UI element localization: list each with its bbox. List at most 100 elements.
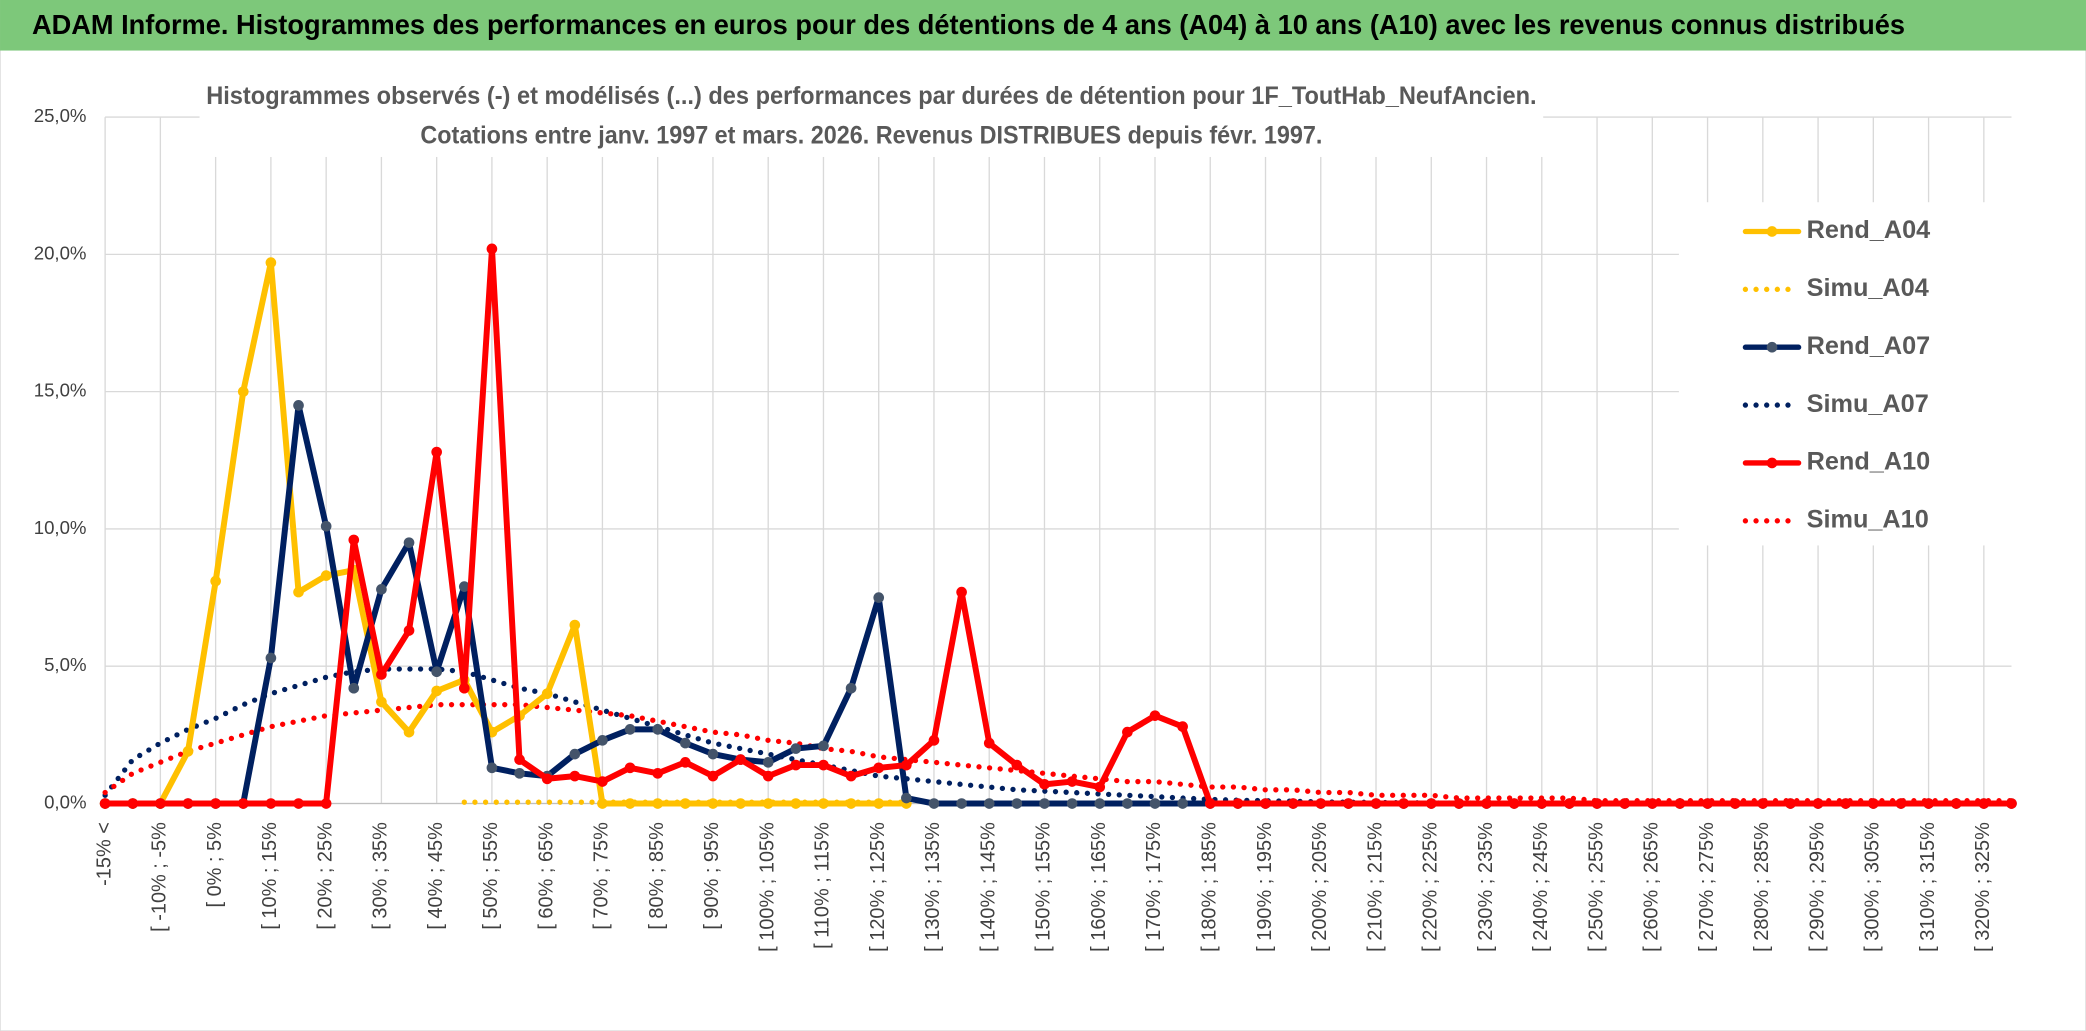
legend-label: Simu_A04 [1807, 274, 1929, 302]
subtitle: Histogrammes observés (-) et modélisés (… [206, 82, 1536, 110]
data-point [901, 792, 912, 804]
legend-label: Rend_A07 [1807, 332, 1931, 360]
legend-label: Rend_A04 [1807, 216, 1931, 244]
x-tick-label: [ 110% ; 115% [812, 822, 834, 949]
data-point [1591, 798, 1603, 809]
data-point [956, 798, 967, 809]
data-point [1011, 759, 1023, 771]
data-point [1868, 798, 1879, 809]
x-tick-label: [ 130% ; 135% [922, 822, 944, 952]
y-tick-label: 5,0% [44, 654, 86, 675]
x-tick-label: [ 280% ; 285% [1751, 822, 1773, 952]
data-point [1508, 798, 1520, 809]
x-tick-label: [ 190% ; 195% [1254, 822, 1276, 952]
data-point [569, 770, 581, 782]
data-point [237, 798, 249, 809]
x-tick-label: [ 70% ; 75% [591, 822, 613, 930]
x-tick-label: [ 180% ; 185% [1199, 822, 1221, 952]
x-tick-label: [ 260% ; 265% [1641, 822, 1663, 952]
data-point [679, 757, 691, 768]
data-point [1122, 726, 1133, 738]
data-point [928, 735, 940, 746]
title-bar [0, 0, 2086, 51]
data-point [956, 586, 967, 598]
data-point [735, 798, 746, 809]
x-tick-label: [ 20% ; 25% [314, 822, 336, 930]
data-point [845, 770, 857, 782]
data-point [873, 762, 885, 774]
data-point [514, 754, 525, 765]
data-point [652, 767, 664, 779]
data-point [1564, 798, 1575, 809]
data-point [1702, 798, 1713, 809]
data-point [431, 666, 442, 678]
x-tick-label: [ 10% ; 15% [259, 822, 281, 930]
data-point [1978, 798, 1990, 809]
data-point [707, 770, 719, 782]
y-tick-label: 25,0% [34, 105, 87, 126]
x-tick-label: [ 150% ; 155% [1033, 822, 1055, 952]
data-point [1619, 798, 1630, 809]
data-point [210, 575, 221, 587]
data-point [486, 762, 498, 774]
data-point [320, 570, 332, 581]
data-point [458, 581, 470, 592]
data-point [320, 520, 332, 532]
data-point [1232, 798, 1244, 809]
x-tick-label: [ 90% ; 95% [701, 822, 723, 930]
data-point [403, 625, 415, 636]
data-point [873, 592, 885, 603]
x-tick-label: [ 320% ; 325% [1972, 822, 1994, 952]
data-point [1094, 781, 1106, 793]
data-point [1481, 798, 1492, 809]
data-point [790, 759, 802, 771]
data-point [1757, 798, 1769, 809]
y-tick-label: 15,0% [34, 380, 87, 401]
x-tick-label: [ 120% ; 125% [867, 822, 889, 952]
data-point [1398, 798, 1409, 809]
x-tick-label: [ 80% ; 85% [646, 822, 668, 930]
data-point [1011, 798, 1023, 809]
data-point [1204, 798, 1216, 809]
data-point [210, 798, 221, 809]
data-point [431, 446, 442, 458]
x-tick-label: [ 240% ; 245% [1530, 822, 1552, 952]
data-point [624, 798, 636, 809]
y-tick-label: 20,0% [34, 242, 87, 263]
data-point [486, 243, 498, 255]
legend-bg [1678, 202, 2012, 546]
data-point [514, 767, 525, 779]
x-tick-label: [ 220% ; 225% [1420, 822, 1442, 952]
data-point [237, 386, 249, 397]
subtitle: Cotations entre janv. 1997 et mars. 2026… [420, 122, 1322, 150]
data-point [652, 724, 664, 735]
data-point [1260, 798, 1271, 809]
x-tick-label: [ 50% ; 55% [480, 822, 502, 930]
data-point [265, 798, 277, 809]
data-point [1370, 798, 1382, 809]
x-tick-label: [ 290% ; 295% [1806, 822, 1828, 952]
data-point [1425, 798, 1437, 809]
legend-marker [1766, 341, 1778, 353]
x-tick-label: [ -10% ; -5% [149, 822, 171, 932]
y-tick-label: 0,0% [44, 791, 86, 812]
x-tick-label: [ 170% ; 175% [1143, 822, 1165, 952]
data-point [679, 737, 691, 749]
x-tick-label: [ 140% ; 145% [977, 822, 999, 952]
data-point [1287, 798, 1299, 809]
data-point [1149, 710, 1161, 721]
data-point [762, 798, 774, 809]
data-point [1812, 798, 1824, 809]
data-point [873, 798, 885, 809]
legend-label: Simu_A07 [1807, 390, 1929, 418]
data-point [1785, 798, 1796, 809]
data-point [983, 737, 995, 749]
x-tick-label: [ 270% ; 275% [1696, 822, 1718, 952]
data-point [1923, 798, 1934, 809]
legend-label: Simu_A10 [1807, 505, 1929, 533]
data-point [569, 748, 581, 760]
data-point [1950, 798, 1962, 809]
data-point [1039, 778, 1050, 790]
data-point [1177, 721, 1188, 732]
